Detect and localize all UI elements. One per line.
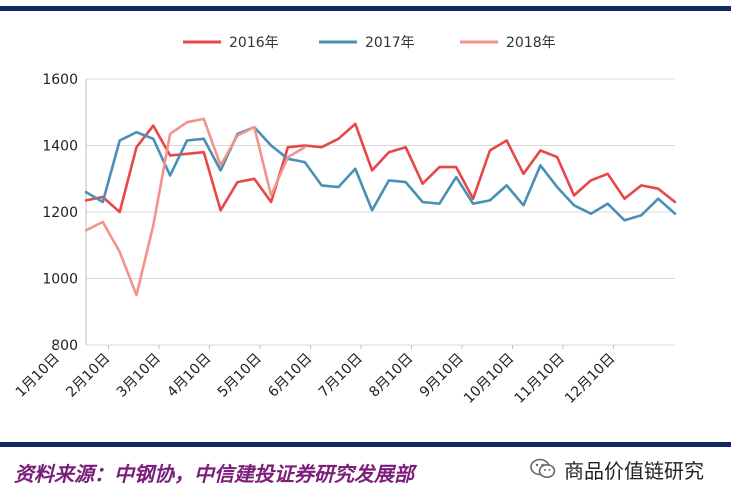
y-tick-label: 1200 (42, 205, 78, 221)
legend-label: 2016年 (229, 35, 279, 51)
source-note: 资料来源：中钢协，中信建投证券研究发展部 (14, 462, 414, 486)
brand-name: 商品价值链研究 (564, 458, 704, 483)
x-tick-label: 8月10日 (366, 351, 416, 401)
legend-label: 2018年 (506, 35, 556, 51)
brand-badge: 商品价值链研究 (530, 457, 704, 483)
x-tick-label: 5月10日 (215, 351, 265, 401)
y-tick-label: 1000 (42, 272, 78, 288)
y-tick-label: 1600 (42, 72, 78, 88)
y-tick-label: 800 (51, 338, 78, 354)
line-chart: 800 1000 1200 1400 1600 1月10日 2月10日 3月10日 4月10日 5… (13, 35, 677, 407)
x-tick-label: 2月10日 (63, 351, 113, 401)
x-tick-label: 7月10日 (316, 351, 366, 401)
x-tick-label: 12月10日 (562, 351, 618, 407)
x-tick-label: 10月10日 (461, 351, 517, 407)
top-rule (0, 6, 731, 11)
x-tick-label: 9月10日 (417, 351, 467, 401)
legend-label: 2017年 (365, 35, 415, 51)
x-tick-label: 6月10日 (265, 351, 315, 401)
x-tick-label: 4月10日 (164, 351, 214, 401)
y-tick-label: 1400 (42, 139, 78, 155)
bottom-rule (0, 442, 731, 447)
series-line-2017年 (84, 125, 677, 222)
series-line-2016年 (84, 122, 677, 214)
wechat-icon (530, 458, 556, 478)
x-tick-label: 11月10日 (512, 351, 568, 407)
x-tick-label: 1月10日 (13, 351, 63, 401)
series-line-2018年 (84, 117, 307, 297)
x-tick-label: 3月10日 (114, 351, 164, 401)
